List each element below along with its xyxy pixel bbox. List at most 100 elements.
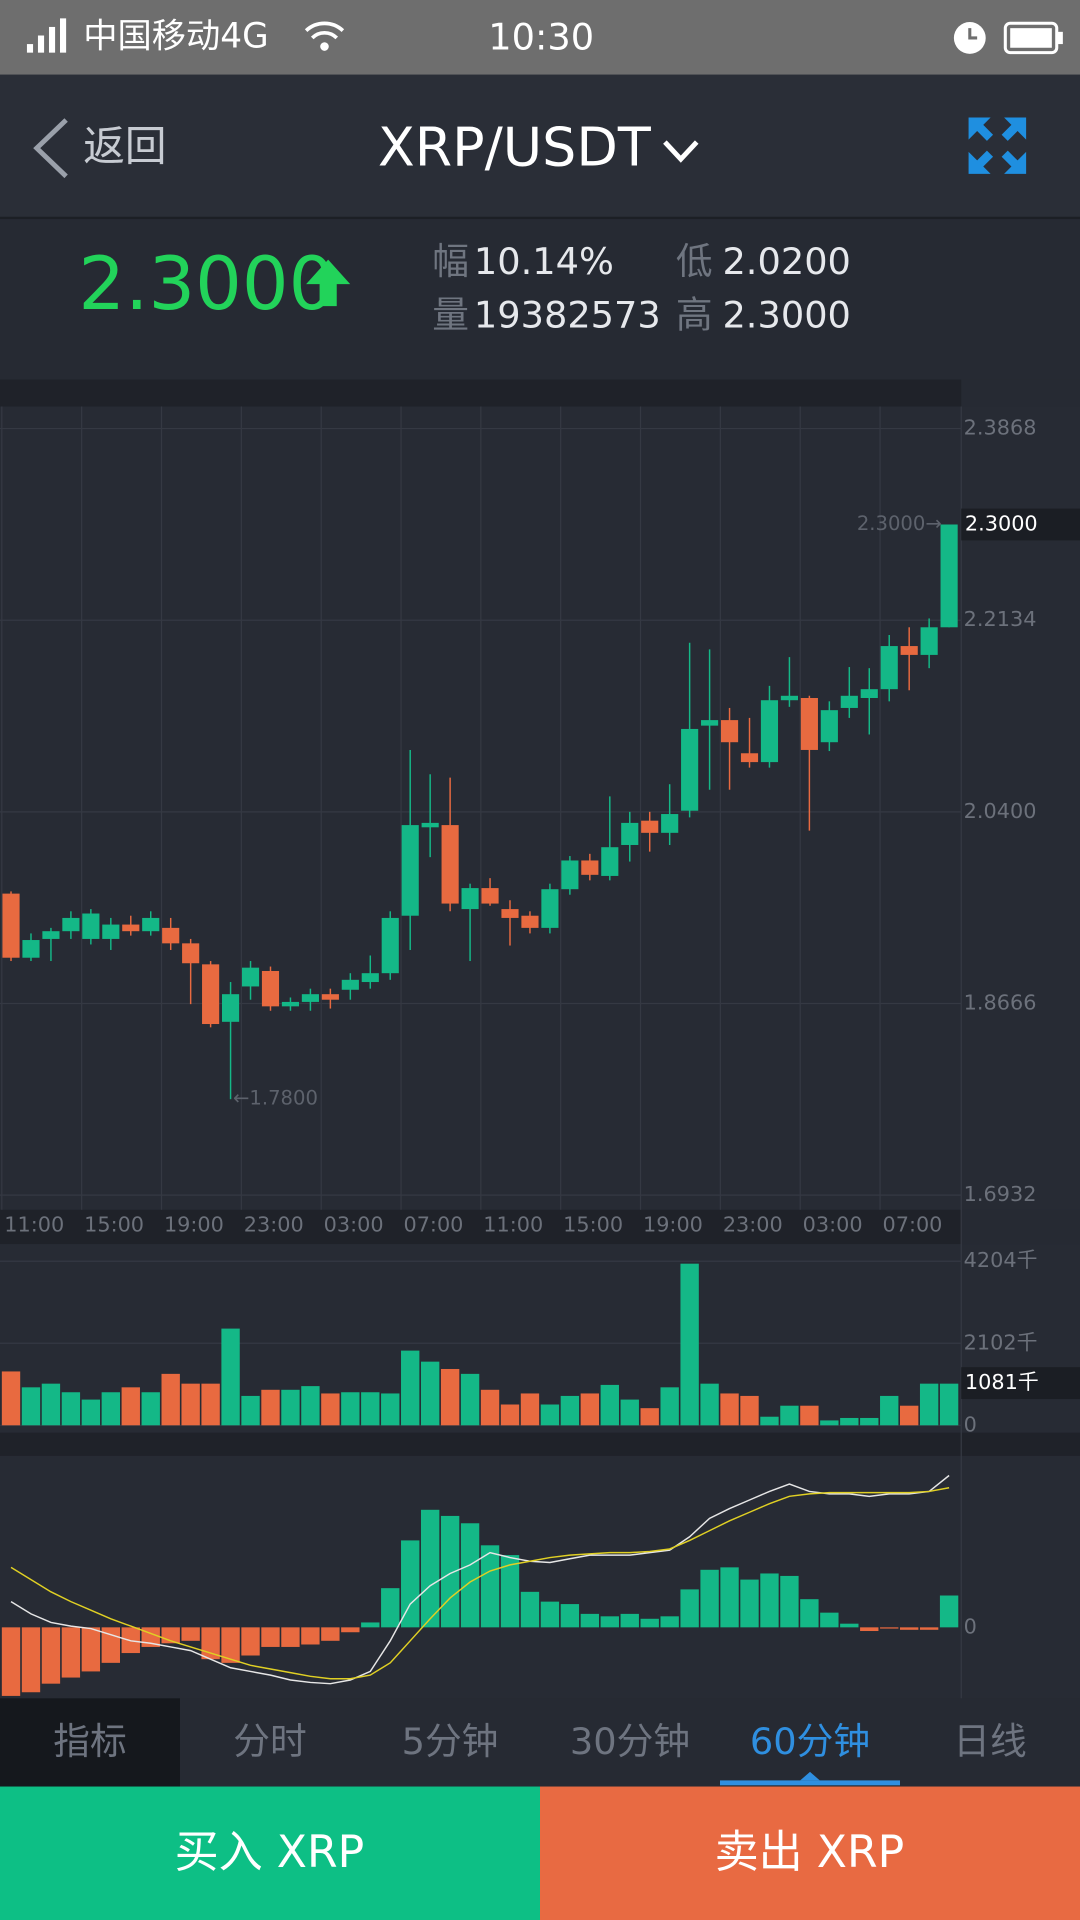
candle-body [401,825,419,916]
macd-bar [760,1573,779,1628]
macd-bar [680,1589,699,1628]
candle-body [880,646,898,690]
volume-bar [101,1392,120,1426]
timeframe-tab[interactable]: 日线 [953,1720,1026,1763]
macd-bar [301,1627,320,1645]
macd-bar [640,1618,659,1628]
candle-body [860,689,878,699]
candle-body [82,913,100,939]
volume-bar [121,1387,140,1426]
macd-bar [580,1613,600,1628]
macd-panel [0,1455,1080,1699]
candle-body [780,695,798,701]
active-tab-underline [720,1780,900,1786]
y-tick-label: 0 [964,1412,977,1436]
macd-bar [900,1627,919,1630]
pair-title[interactable]: XRP/USDT [378,115,652,178]
candle-body [202,964,220,1025]
candle-body [162,927,180,944]
candle-body [321,994,339,1000]
sell-label[interactable]: 卖出 XRP [715,1827,905,1878]
y-tick-label: 1.6932 [964,1182,1037,1206]
y-tick-label: 0 [964,1614,977,1638]
macd-bar [321,1627,340,1641]
candle-body [720,720,739,743]
x-tick-label: 03:00 [803,1213,863,1237]
volume-bar [680,1263,699,1426]
timeframe-tab[interactable]: 指标 [53,1720,126,1763]
volume-bar [900,1405,919,1426]
high-label: 高 [676,294,713,337]
candle-body [740,753,759,763]
candle-body [521,915,539,928]
macd-bar [401,1540,420,1628]
fullscreen-button[interactable] [968,117,1027,174]
indicator-tab-bg [0,1698,180,1787]
signal-icon [26,18,67,53]
candle-body [920,627,938,655]
timeframe-tab[interactable]: 60分钟 [750,1720,870,1763]
last-value-box [961,508,1080,541]
macd-bar [600,1616,619,1628]
back-button[interactable]: 返回 [33,118,167,179]
pair-selector[interactable]: XRP/USDT [378,115,699,178]
volume-bar [301,1386,320,1426]
candle-body [301,994,319,1002]
volume-bar [201,1383,220,1426]
candle-body [641,820,659,833]
macd-bar [221,1627,240,1663]
y-tick-label: 2.0400 [964,799,1037,823]
candle-body [22,940,40,958]
macd-bar [261,1627,280,1647]
candle-body [42,931,60,939]
macd-bar [500,1555,520,1628]
macd-bar [480,1545,500,1628]
volume-bar [620,1399,639,1426]
sell-button[interactable]: 卖出 XRP [540,1786,1080,1920]
back-label[interactable]: 返回 [83,121,166,170]
candle-body [222,994,240,1022]
macd-bar [700,1569,719,1628]
volume-bar [919,1383,939,1426]
candle-body [840,695,858,708]
time-axis-strip [0,1209,962,1245]
volume-bar [61,1392,81,1426]
volume-bar [361,1392,380,1426]
macd-bar [341,1627,360,1633]
macd-bar [620,1613,639,1628]
timeframe-tab[interactable]: 30分钟 [570,1720,690,1763]
candle-body [102,924,120,939]
candle-body [621,822,639,845]
x-tick-label: 03:00 [324,1213,384,1237]
extreme-annotation: ←1.7800 [233,1087,318,1110]
last-value-label: 1081千 [965,1370,1039,1394]
macd-bar [241,1627,260,1656]
carrier: 中国移动4G [83,16,268,56]
candle-body [341,979,359,990]
candle-body [281,1001,300,1007]
macd-bar [919,1627,939,1630]
macd-bar [381,1588,400,1628]
y-tick-label: 2.3868 [964,416,1037,440]
x-tick-label: 07:00 [403,1213,463,1237]
volume-label: 量 [432,294,469,337]
low-value: 2.0200 [722,240,850,283]
volume-bar [520,1393,540,1426]
x-tick-label: 23:00 [244,1213,304,1237]
macd-bar [840,1623,859,1628]
volume-bar [21,1387,41,1426]
status-bar [0,0,1080,75]
y-tick-label: 1.8666 [964,990,1037,1014]
timeframe-tab[interactable]: 分时 [233,1720,306,1763]
volume-bar [780,1405,799,1426]
buy-button[interactable]: 买入 XRP [0,1786,540,1920]
macd-bar [460,1523,480,1628]
candle-body [940,524,958,628]
buy-label[interactable]: 买入 XRP [175,1827,365,1878]
macd-bar [41,1627,61,1684]
timeframe-tab[interactable]: 5分钟 [402,1720,499,1763]
volume-bar [261,1389,280,1426]
volume-bar [820,1420,839,1426]
y-tick-label: 2.2134 [964,607,1037,631]
volume-bar [1,1371,21,1426]
